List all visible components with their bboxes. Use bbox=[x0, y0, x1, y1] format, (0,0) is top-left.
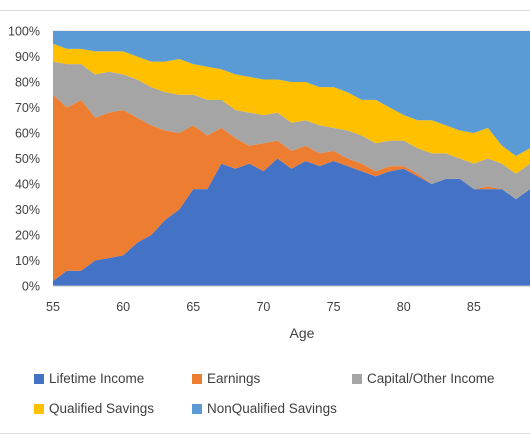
x-tick-label: 75 bbox=[327, 300, 341, 314]
x-axis-title: Age bbox=[290, 325, 315, 341]
y-tick-label: 90% bbox=[15, 50, 40, 64]
y-tick-label: 80% bbox=[15, 76, 40, 90]
area-capital-other-income bbox=[53, 61, 530, 200]
area-lifetime-income bbox=[53, 158, 530, 286]
x-tick-label: 65 bbox=[186, 300, 200, 314]
y-tick-label: 0% bbox=[22, 280, 40, 294]
area-nonqualified-savings bbox=[53, 31, 530, 156]
y-tick-label: 50% bbox=[15, 152, 40, 166]
area-series-group bbox=[53, 31, 530, 286]
x-tick-label: 85 bbox=[467, 300, 481, 314]
y-tick-label: 70% bbox=[15, 101, 40, 115]
y-tick-label: 30% bbox=[15, 203, 40, 217]
y-tick-label: 40% bbox=[15, 178, 40, 192]
y-tick-label: 100% bbox=[8, 25, 40, 39]
area-qualified-savings bbox=[53, 43, 530, 174]
y-tick-label: 60% bbox=[15, 127, 40, 141]
axis-ticks: 0% 10% 20% 30% 40% 50% 60% 70% 80% 90% 100% 55 60 65 7… bbox=[8, 25, 530, 314]
y-tick-label: 10% bbox=[15, 254, 40, 268]
chart-frame bbox=[0, 10, 530, 434]
x-tick-label: 80 bbox=[397, 300, 411, 314]
area-earnings bbox=[53, 94, 530, 281]
y-tick-label: 20% bbox=[15, 229, 40, 243]
x-tick-label: 60 bbox=[116, 300, 130, 314]
x-tick-label: 55 bbox=[46, 300, 60, 314]
x-tick-label: 70 bbox=[256, 300, 270, 314]
